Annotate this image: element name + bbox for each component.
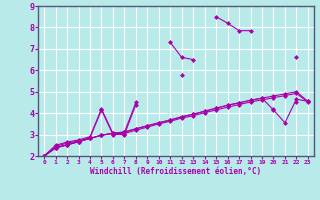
X-axis label: Windchill (Refroidissement éolien,°C): Windchill (Refroidissement éolien,°C) [91,167,261,176]
